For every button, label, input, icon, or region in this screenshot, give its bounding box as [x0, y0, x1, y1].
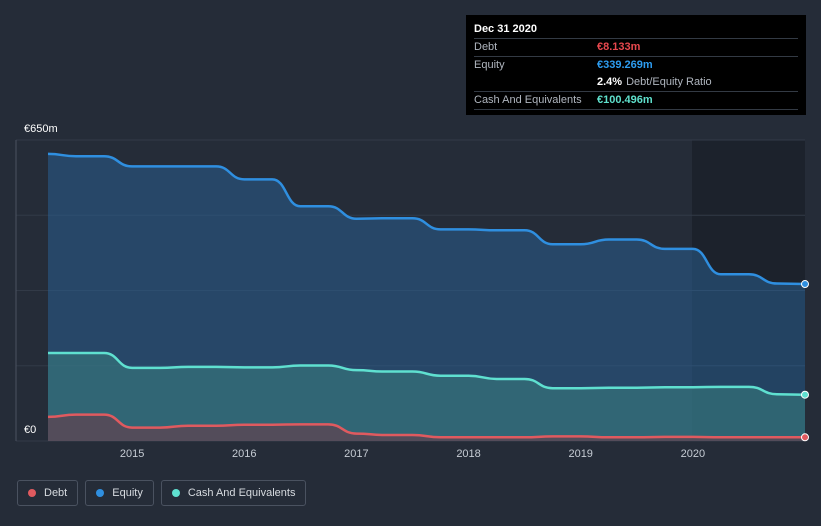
legend-item-debt[interactable]: Debt: [17, 480, 79, 506]
tooltip-ratio-row: 2.4% Debt/Equity Ratio: [474, 74, 798, 91]
y-tick-label-zero: €0: [24, 424, 36, 436]
tooltip-equity-value: €339.269m: [597, 59, 653, 71]
equity-dot-icon: [96, 489, 105, 497]
tooltip-equity-label: Equity: [474, 59, 505, 71]
cash-dot-icon: [171, 489, 180, 497]
chart-legend: Debt Equity Cash And Equivalents: [17, 480, 313, 506]
x-tick-label: 2018: [456, 448, 480, 460]
x-tick-labels: 2015 2016 2017 2018 2019 2020: [120, 448, 705, 460]
x-tick-label: 2017: [344, 448, 368, 460]
tooltip-debt-row: Debt €8.133m: [474, 38, 798, 56]
legend-item-equity[interactable]: Equity: [85, 480, 154, 506]
tooltip-debt-value: €8.133m: [597, 41, 641, 53]
legend-equity-label: Equity: [112, 487, 143, 499]
tooltip-debt-label: Debt: [474, 41, 498, 53]
legend-cash-label: Cash And Equivalents: [187, 487, 296, 499]
marker-layer: [801, 280, 809, 442]
debt-area: [48, 414, 805, 441]
tooltip-ratio-value: 2.4%: [597, 76, 623, 88]
x-tick-label: 2020: [681, 448, 705, 460]
y-tick-label-max: €650m: [24, 123, 58, 135]
tooltip-panel: Dec 31 2020 Debt €8.133m Equity €339.269…: [466, 15, 806, 115]
tooltip-equity-row: Equity €339.269m: [474, 56, 798, 74]
tooltip-date: Dec 31 2020: [474, 23, 537, 35]
line-layer: [47, 152, 806, 439]
tooltip-cash-value: €100.496m: [597, 94, 653, 106]
legend-debt-label: Debt: [44, 487, 68, 499]
equity-line: [47, 152, 806, 286]
tooltip-cash-label: Cash And Equivalents: [474, 94, 582, 106]
x-tick-label: 2015: [120, 448, 144, 460]
x-tick-label: 2016: [232, 448, 256, 460]
tooltip-ratio-spacer: [474, 74, 597, 91]
equity-end-marker: [801, 280, 809, 289]
cash-end-marker: [801, 390, 809, 399]
debt-end-marker: [801, 433, 809, 442]
area-layer: [48, 153, 805, 441]
cash-line: [48, 351, 806, 396]
legend-item-cash[interactable]: Cash And Equivalents: [160, 480, 307, 506]
tooltip-cash-row: Cash And Equivalents €100.496m: [474, 91, 798, 110]
debt-line: [47, 413, 805, 439]
cash-area: [48, 353, 805, 441]
debt-dot-icon: [28, 489, 36, 497]
x-tick-label: 2019: [568, 448, 592, 460]
tooltip-ratio-label: Debt/Equity Ratio: [626, 76, 712, 88]
